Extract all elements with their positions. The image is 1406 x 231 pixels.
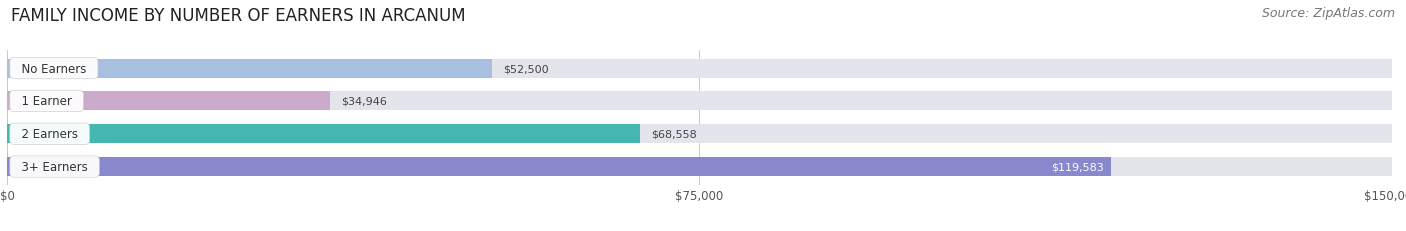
Text: $68,558: $68,558: [651, 129, 697, 139]
Text: $34,946: $34,946: [340, 97, 387, 106]
Bar: [7, 92, 1392, 111]
Text: 2 Earners: 2 Earners: [14, 128, 86, 141]
Bar: [7, 157, 1111, 176]
Text: $119,583: $119,583: [1052, 162, 1104, 172]
Text: No Earners: No Earners: [14, 62, 94, 75]
Text: $52,500: $52,500: [503, 64, 548, 74]
Bar: [7, 59, 492, 78]
Text: FAMILY INCOME BY NUMBER OF EARNERS IN ARCANUM: FAMILY INCOME BY NUMBER OF EARNERS IN AR…: [11, 7, 465, 25]
Bar: [7, 125, 640, 144]
Bar: [7, 92, 329, 111]
Bar: [7, 59, 1392, 78]
Bar: [7, 125, 1392, 144]
Bar: [7, 157, 1392, 176]
Text: 1 Earner: 1 Earner: [14, 95, 79, 108]
Text: 3+ Earners: 3+ Earners: [14, 160, 96, 173]
Text: Source: ZipAtlas.com: Source: ZipAtlas.com: [1261, 7, 1395, 20]
